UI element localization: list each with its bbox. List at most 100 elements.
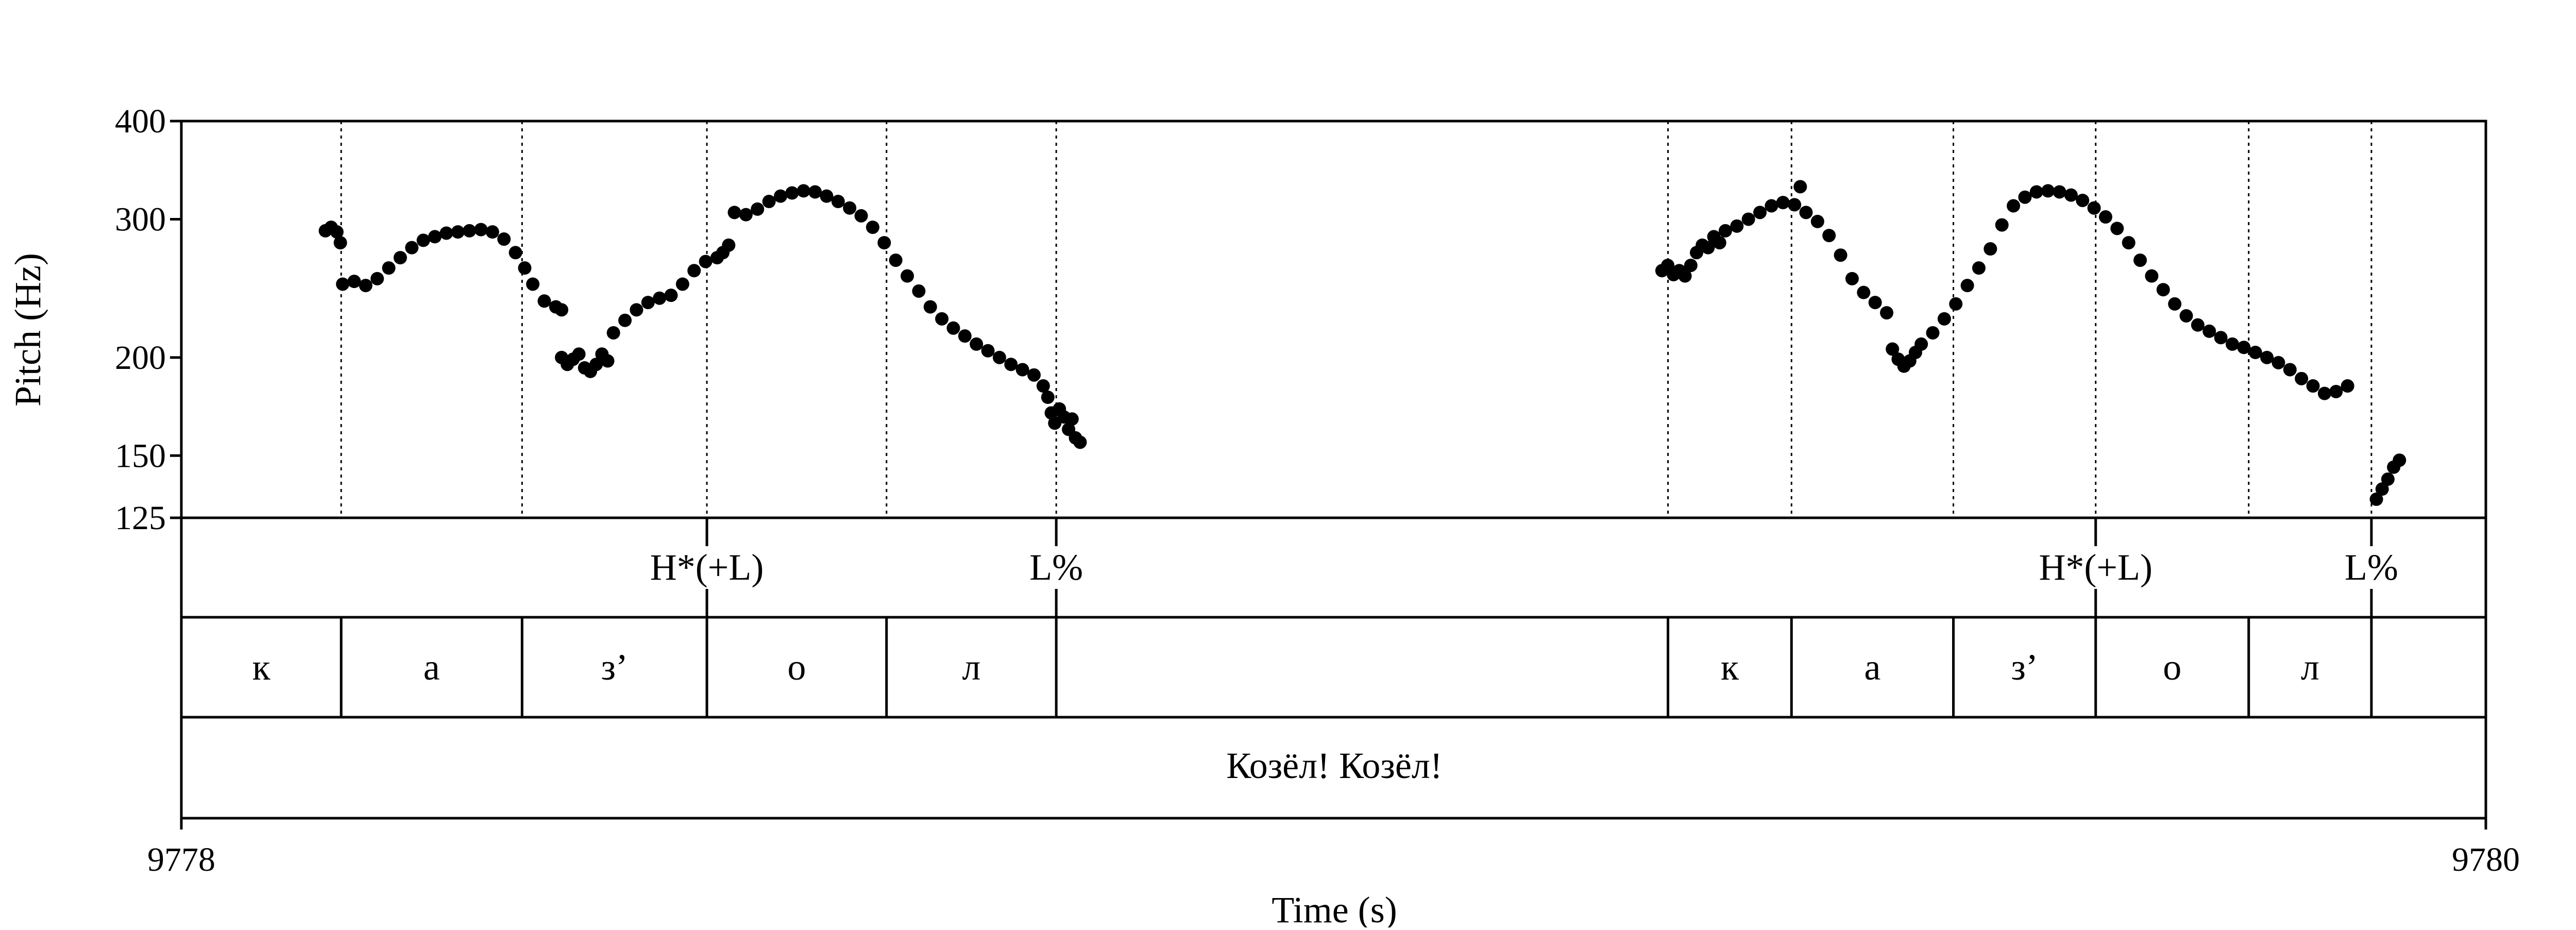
pitch-point	[1926, 326, 1940, 340]
pitch-point	[2110, 222, 2124, 235]
pitch-point	[2018, 190, 2032, 204]
pitch-point	[2191, 318, 2205, 332]
pitch-point	[2225, 337, 2239, 351]
pitch-point	[333, 236, 347, 250]
pitch-point	[474, 223, 488, 236]
pitch-point	[2329, 384, 2343, 398]
pitch-point	[1886, 342, 1900, 356]
segment-label: к	[252, 647, 271, 688]
phrase-label: Козёл! Козёл!	[1226, 745, 1442, 786]
y-tick-label-150: 150	[115, 437, 166, 475]
segment-label: о	[2163, 647, 2181, 688]
pitch-contour	[318, 180, 2406, 506]
pitch-point	[808, 185, 822, 199]
pitch-point	[1995, 218, 2009, 232]
pitch-point	[370, 272, 384, 285]
y-tick-label-125: 125	[115, 499, 166, 537]
pitch-point	[1065, 412, 1079, 426]
pitch-point	[1834, 248, 1848, 262]
pitch-point	[796, 184, 810, 198]
tone-label: H*(+L)	[650, 547, 764, 588]
pitch-point	[1753, 206, 1767, 219]
pitch-point	[359, 279, 372, 293]
pitch-point	[687, 264, 701, 278]
plot-border	[180, 120, 2487, 820]
pitch-point	[618, 313, 632, 327]
pitch-point	[2098, 210, 2112, 224]
pitch-point	[526, 277, 540, 291]
x-axis-title: Time (s)	[1272, 889, 1397, 927]
pitch-point	[2064, 188, 2078, 202]
pitch-point	[1845, 272, 1859, 285]
y-tick-label-300: 300	[115, 200, 166, 238]
pitch-point	[2202, 324, 2216, 338]
segment-label: л	[962, 647, 980, 688]
segment-label: з’	[601, 647, 628, 688]
pitch-point	[970, 337, 984, 351]
pitch-point	[2041, 184, 2055, 198]
pitch-point	[336, 277, 350, 291]
pitch-point	[820, 189, 834, 203]
pitch-point	[2283, 363, 2297, 377]
segment-label: а	[423, 647, 440, 688]
pitch-point	[1799, 206, 1813, 219]
pitch-point	[785, 186, 799, 200]
x-tick-label-start: 9778	[147, 841, 215, 878]
pitch-point	[497, 232, 511, 246]
segment-tier: к а з’ о л к а з’ о л	[252, 647, 2319, 688]
tone-label: H*(+L)	[2039, 547, 2153, 588]
pitch-point	[912, 284, 926, 298]
pitch-point	[1678, 269, 1692, 283]
pitch-point	[1914, 337, 1928, 351]
pitch-point	[1718, 224, 1732, 238]
pitch-point	[382, 261, 396, 275]
pitch-point	[630, 303, 643, 317]
pitch-point	[1713, 236, 1726, 250]
pitch-point	[2168, 297, 2182, 311]
pitch-point	[2306, 379, 2320, 393]
segment-label: о	[787, 647, 806, 688]
pitch-point	[699, 255, 713, 268]
segment-boundaries	[340, 617, 2373, 717]
pitch-point	[2369, 492, 2383, 506]
pitch-point	[555, 303, 569, 317]
pitch-point	[958, 329, 972, 343]
pitch-point	[2145, 269, 2159, 283]
pitch-point	[1788, 198, 1802, 212]
pitch-point	[1701, 241, 1715, 255]
pitch-point	[664, 289, 678, 302]
pitch-point	[2317, 386, 2331, 400]
pitch-point	[606, 326, 620, 340]
pitch-point	[2156, 283, 2170, 297]
pitch-point	[1937, 312, 1951, 326]
pitch-point	[330, 225, 344, 239]
pitch-point	[751, 202, 765, 216]
pitch-point	[1073, 435, 1087, 449]
pitch-point	[675, 277, 689, 291]
pitch-point	[463, 224, 477, 238]
pitch-point	[1027, 368, 1041, 382]
tone-tier: H*(+L) L% H*(+L) L%	[650, 518, 2398, 617]
pitch-point	[485, 225, 499, 239]
pitch-point	[2341, 379, 2354, 393]
pitch-point	[935, 312, 949, 326]
pitch-point	[2260, 350, 2274, 364]
pitch-point	[1960, 279, 1974, 293]
pitch-point	[2272, 356, 2285, 369]
pitch-point	[428, 230, 442, 244]
pitch-point	[405, 241, 419, 255]
pitch-point	[1868, 296, 1882, 310]
tone-label: L%	[1029, 547, 1083, 588]
pitch-point	[601, 354, 615, 368]
pitch-point	[439, 226, 453, 240]
pitch-point	[1857, 285, 1871, 299]
pitch-point	[2237, 341, 2251, 354]
pitch-point	[866, 221, 879, 234]
pitch-point	[1015, 363, 1029, 377]
pitch-point	[2053, 185, 2066, 199]
pitch-point	[451, 225, 465, 239]
pitch-point	[889, 253, 903, 267]
